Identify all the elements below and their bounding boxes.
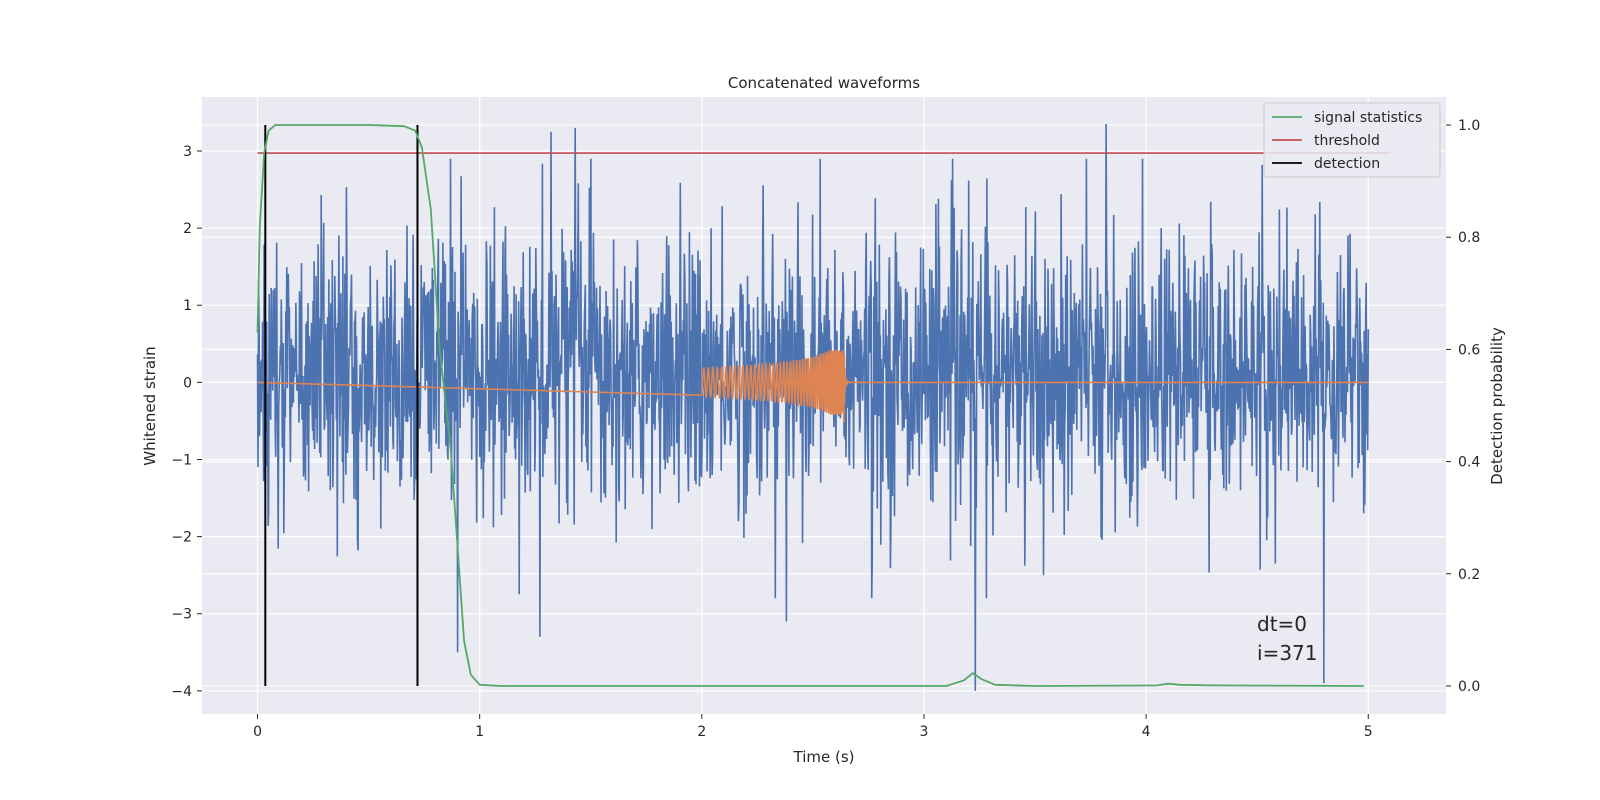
x-tick-label: 2 — [697, 724, 706, 740]
x-tick-label: 4 — [1142, 724, 1151, 740]
legend-frame — [1263, 102, 1441, 178]
y2-tick-label: 1.0 — [1458, 118, 1480, 134]
series-line-whitened-strain — [256, 123, 1370, 691]
series-line-injected-chirp — [257, 349, 1369, 423]
legend-label-threshold: threshold — [1314, 133, 1380, 149]
x-tick-label: 5 — [1364, 724, 1373, 740]
y-tick-label: 0 — [183, 375, 192, 391]
y2-axis-label: Detection probability — [1488, 327, 1506, 485]
legend-label-signal-statistics: signal statistics — [1314, 110, 1422, 126]
y2-tick-label: 0.0 — [1458, 679, 1480, 695]
y2-tick-label: 0.6 — [1458, 342, 1480, 358]
plot-annotation: dt=0 i=371 — [1257, 612, 1318, 665]
x-tick-label: 1 — [475, 724, 484, 740]
chart-title: Concatenated waveforms — [728, 74, 920, 92]
y-axis-label: Whitened strain — [141, 346, 159, 465]
annotation-i: i=371 — [1257, 641, 1318, 665]
y-tick-label: −2 — [171, 530, 192, 546]
axes: 0 1 2 3 4 5 −4 −3 −2 −1 0 1 2 3 0.0 0.2 0.4 0.6 0.8 1.0 — [171, 118, 1480, 740]
legend: signal statistics threshold detection — [1263, 102, 1441, 178]
y-tick-label: 3 — [183, 144, 192, 160]
y-tick-label: 1 — [183, 298, 192, 314]
x-axis-label: Time (s) — [793, 748, 855, 766]
annotation-dt: dt=0 — [1257, 612, 1307, 636]
y-tick-label: −4 — [171, 684, 192, 700]
y-tick-label: −1 — [171, 452, 192, 468]
x-tick-label: 0 — [253, 724, 262, 740]
y2-tick-label: 0.4 — [1458, 455, 1480, 471]
x-tick-label: 3 — [920, 724, 929, 740]
y2-tick-label: 0.2 — [1458, 567, 1480, 583]
legend-label-detection: detection — [1314, 156, 1380, 172]
series-line-signal-statistics — [256, 124, 1364, 687]
y2-tick-label: 0.8 — [1458, 230, 1480, 246]
plot-content — [256, 123, 1391, 691]
y-tick-label: 2 — [183, 221, 192, 237]
y-tick-label: −3 — [171, 607, 192, 623]
